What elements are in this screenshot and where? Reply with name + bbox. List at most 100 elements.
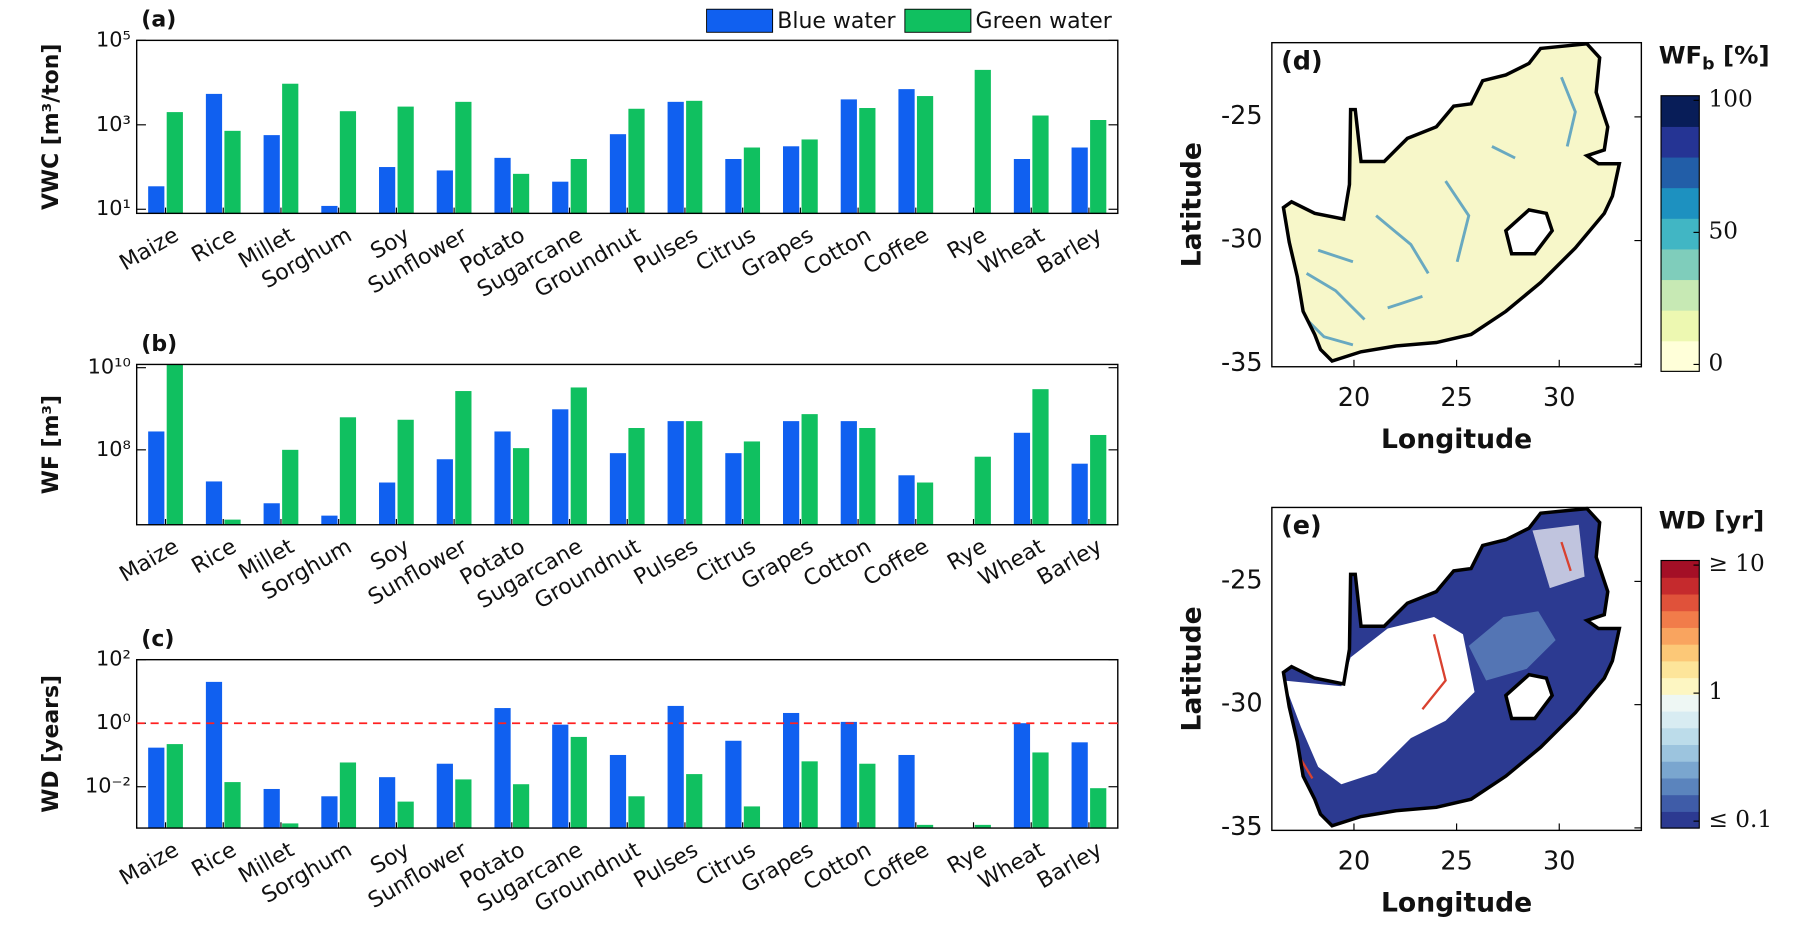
bar [667,421,684,525]
bar [782,712,800,829]
bar [840,721,857,829]
colorbar-box [1660,95,1700,372]
colorbar-title-unit: [%] [1715,41,1770,70]
bar [743,147,761,214]
colorbar-tick-label: 1 [1709,679,1724,705]
bar [1032,752,1049,829]
bar [166,364,183,525]
y-tick-label: 10² [96,647,131,671]
bar [205,93,223,214]
bar [628,796,645,829]
y-tick-label: 10⁰ [96,710,131,734]
y-tick-label: -25 [1221,564,1263,594]
bar [1090,120,1107,214]
x-tick-label: Barley [1033,838,1106,895]
bar [166,112,183,214]
bar [686,421,703,525]
x-tick-label: Barley [1033,223,1106,280]
bar [801,139,818,214]
x-tick-label: Coffee [859,838,933,895]
x-tick-label: Cotton [800,223,876,281]
panel-label: (b) [141,332,177,357]
bar [512,173,530,214]
bar [782,146,800,214]
x-tick-label: 30 [1543,382,1575,412]
colorbar-step [1661,95,1700,127]
colorbar-step [1661,593,1700,612]
colorbar-step [1661,340,1700,372]
bar [397,106,414,214]
colorbar-title: WFb [%] [1659,41,1770,75]
bar [552,181,569,214]
bar [609,134,627,214]
panel-label: (c) [141,627,174,652]
bar [494,157,511,214]
bar [898,89,915,214]
bar [686,100,703,214]
colorbar-step [1661,610,1700,628]
bar [224,130,241,214]
colorbar-step [1661,677,1700,695]
bar [725,740,742,829]
colorbar-title-main: WF [1659,41,1702,70]
bar [282,823,299,829]
y-tick-label: -35 [1221,811,1263,841]
x-tick-label: Rice [188,223,241,268]
bar [436,459,453,525]
bar [667,101,684,214]
bar [1071,147,1088,214]
bar [743,441,761,525]
bar [512,448,530,525]
bar [974,824,991,829]
bar [1013,432,1031,525]
bar [166,744,183,829]
colorbar-step [1661,794,1700,812]
y-tick-label: -30 [1221,224,1263,254]
y-tick-label: 10⁻² [85,774,131,798]
bar [1032,389,1049,525]
bar [148,431,165,525]
bar [725,453,742,525]
bar [1071,742,1088,829]
bar [570,736,587,829]
colorbar-tick-label: 0 [1709,350,1724,376]
bar [801,414,818,525]
y-axis-label: WD [years] [39,675,64,813]
y-axis-label: VWC [m³/ton] [39,44,64,210]
panel-label: (a) [141,8,176,33]
bar [570,387,587,525]
colorbar-step [1661,660,1700,679]
bar [224,782,241,829]
bar [205,681,223,829]
bar [725,159,742,214]
bar [379,167,396,214]
bar [321,515,338,525]
bar [628,428,645,525]
bar [916,482,934,525]
y-tick-label: 10¹⁰ [88,355,131,379]
bar [282,449,299,525]
bar [455,101,472,214]
bar [397,801,414,829]
x-tick-label: 25 [1440,846,1472,876]
y-tick-label: 10¹ [96,196,131,220]
colorbar-step [1661,627,1700,645]
bar [609,453,627,525]
panel-label: (d) [1281,45,1323,75]
bar [436,763,453,829]
y-tick-label: -30 [1221,688,1263,718]
colorbar-step [1661,126,1700,158]
legend-swatch [706,8,774,33]
bar [1032,115,1049,214]
x-tick-label: 20 [1338,382,1370,412]
x-axis-label: Longitude [1381,424,1532,455]
colorbar-step [1661,694,1700,712]
x-tick-label: Cotton [800,534,876,592]
bar [494,431,511,525]
y-tick-label: -25 [1221,100,1263,130]
bar [455,779,472,829]
bar [859,428,876,525]
x-tick-label: Pulses [630,223,703,279]
bar [263,135,280,214]
colorbar-tick-label: ≤ 0.1 [1709,807,1773,833]
